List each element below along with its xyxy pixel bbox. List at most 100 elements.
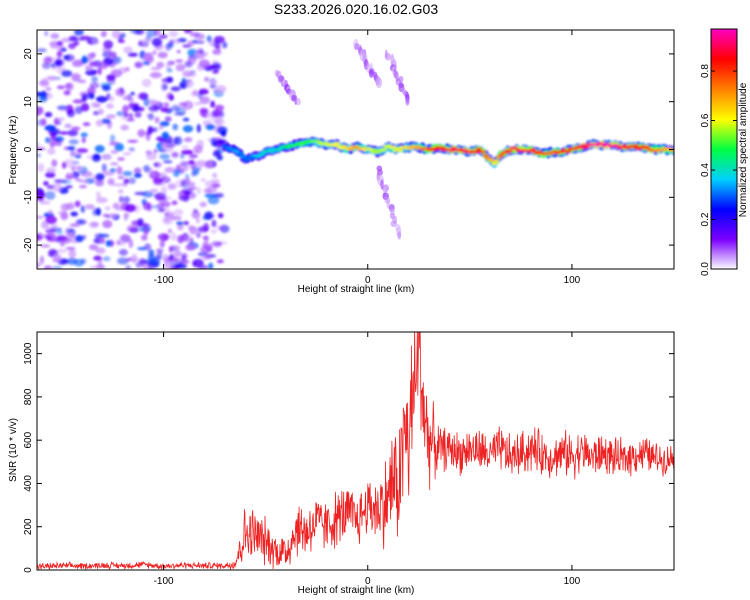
noise-blob [51,265,63,269]
streak-blob [397,231,402,240]
noise-blob [68,249,77,259]
colorbar-cell [711,153,737,156]
colorbar-cell [711,111,737,114]
ridge-cell [491,162,498,166]
noise-blob [113,56,122,64]
colorbar-cell [711,113,737,116]
noise-blob [203,222,210,232]
colorbar-gradient [711,29,737,270]
noise-blob [141,78,152,88]
colorbar-cell [711,225,737,228]
noise-blob [138,40,143,47]
streak-blob [295,97,301,106]
colorbar-cell [711,239,737,242]
colorbar-cell [711,85,737,88]
noise-blob [37,106,44,115]
noise-blob [104,206,111,211]
colorbar-cell [711,97,737,100]
noise-blob [95,119,104,127]
noise-blob [124,104,134,111]
noise-blob [164,216,171,223]
colorbar-cell [711,139,737,142]
x-tick-label: 0 [365,275,371,286]
noise-blob [209,83,217,89]
noise-blob [75,235,84,243]
noise-blob [196,232,201,238]
noise-blob [97,67,102,75]
noise-blob [147,113,155,121]
noise-blob [214,104,225,111]
noise-blob [51,182,63,192]
noise-blob [102,256,111,262]
noise-blob [86,92,95,99]
colorbar-cell [711,193,737,196]
colorbar-frame [710,28,738,270]
noise-blob [205,124,215,131]
colorbar-cell [711,33,737,36]
noise-blob [178,81,189,89]
noise-blob [46,236,52,240]
noise-blob [39,255,45,265]
colorbar-cell [711,93,737,96]
noise-blob [166,68,173,73]
noise-blob [178,102,187,107]
noise-blob [122,170,133,177]
noise-blob [100,237,106,244]
noise-blob [95,179,104,187]
noise-blob [172,123,179,131]
noise-blob [139,257,146,267]
colorbar-cell [711,137,737,140]
noise-blob [50,33,60,40]
colorbar-cell [711,223,737,226]
noise-blob [118,195,124,203]
noise-blob [181,145,189,149]
noise-blob [143,228,149,235]
colorbar-cell [711,45,737,48]
noise-blob [122,152,132,156]
noise-blob [37,163,45,172]
spectrogram-ylabel: Frequency (Hz) [8,116,19,185]
noise-blob [198,59,210,68]
ridge-cell [583,145,590,149]
ridge-cell [239,155,246,159]
noise-blob [64,158,76,168]
noise-blob [202,256,212,260]
colorbar-cell [711,141,737,144]
colorbar-cell [711,105,737,108]
noise-blob [183,30,193,34]
noise-blob [70,149,76,158]
noise-blob [129,227,139,233]
colorbar-cell [711,187,737,190]
colorbar-cell [711,209,737,212]
colorbar-cell [711,67,737,70]
colorbar-cell [711,119,737,122]
colorbar-cell [711,49,737,52]
noise-blob [175,59,184,63]
noise-blob [97,61,109,70]
noise-blob [85,66,94,71]
noise-blob [105,240,112,247]
noise-blob [98,233,110,238]
noise-blob [96,191,101,199]
noise-blob [43,181,49,186]
noise-blob [72,99,85,104]
noise-blob [72,161,80,165]
noise-blob [211,219,217,228]
colorbar-cell [711,213,737,216]
noise-blob [167,228,173,234]
noise-blob [157,51,168,59]
noise-blob [37,234,43,241]
colorbar-cell [711,71,737,74]
noise-blob [190,173,197,177]
noise-blob [197,252,208,257]
noise-blob [182,79,192,83]
ridge-cell [493,159,500,163]
streak-blob [368,69,375,78]
noise-blob [150,188,159,193]
colorbar-cell [711,265,737,268]
y-tick-label: 400 [23,475,34,492]
noise-blob [148,265,154,269]
